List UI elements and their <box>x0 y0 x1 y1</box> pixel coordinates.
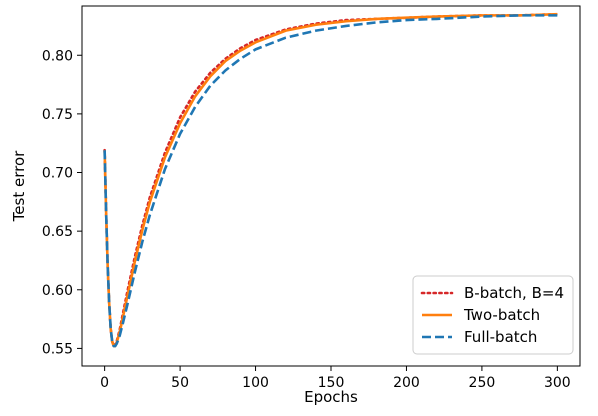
y-tick-label: 0.80 <box>42 48 73 64</box>
x-axis-ticks: 0 50 100 150 200 250 300 <box>100 366 571 391</box>
y-axis-ticks: 0.55 0.60 0.65 0.70 0.75 0.80 <box>42 48 82 357</box>
legend-box <box>412 275 574 355</box>
y-tick-label: 0.70 <box>42 166 73 182</box>
y-tick-label: 0.60 <box>42 283 73 299</box>
legend: B-batch, B=4 Two-batch Full-batch <box>412 275 574 355</box>
series-line-2 <box>103 14 558 348</box>
x-axis-label: Epochs <box>304 388 358 406</box>
y-tick-label: 0.75 <box>42 107 73 123</box>
x-tick-label: 200 <box>393 375 420 391</box>
y-tick-label: 0.55 <box>42 341 73 357</box>
legend-label-1: Two-batch <box>463 306 540 324</box>
x-tick-label: 0 <box>100 375 109 391</box>
legend-label-2: Full-batch <box>464 328 537 346</box>
series-layer <box>103 12 559 348</box>
legend-label-0: B-batch, B=4 <box>464 284 564 302</box>
x-tick-label: 250 <box>469 375 496 391</box>
x-tick-label: 300 <box>544 375 571 391</box>
series-line-1 <box>103 12 558 348</box>
y-tick-label: 0.65 <box>42 224 73 240</box>
x-tick-label: 150 <box>318 375 345 391</box>
x-tick-label: 50 <box>171 375 189 391</box>
y-axis-label: Test error <box>10 150 28 222</box>
x-tick-label: 100 <box>242 375 269 391</box>
